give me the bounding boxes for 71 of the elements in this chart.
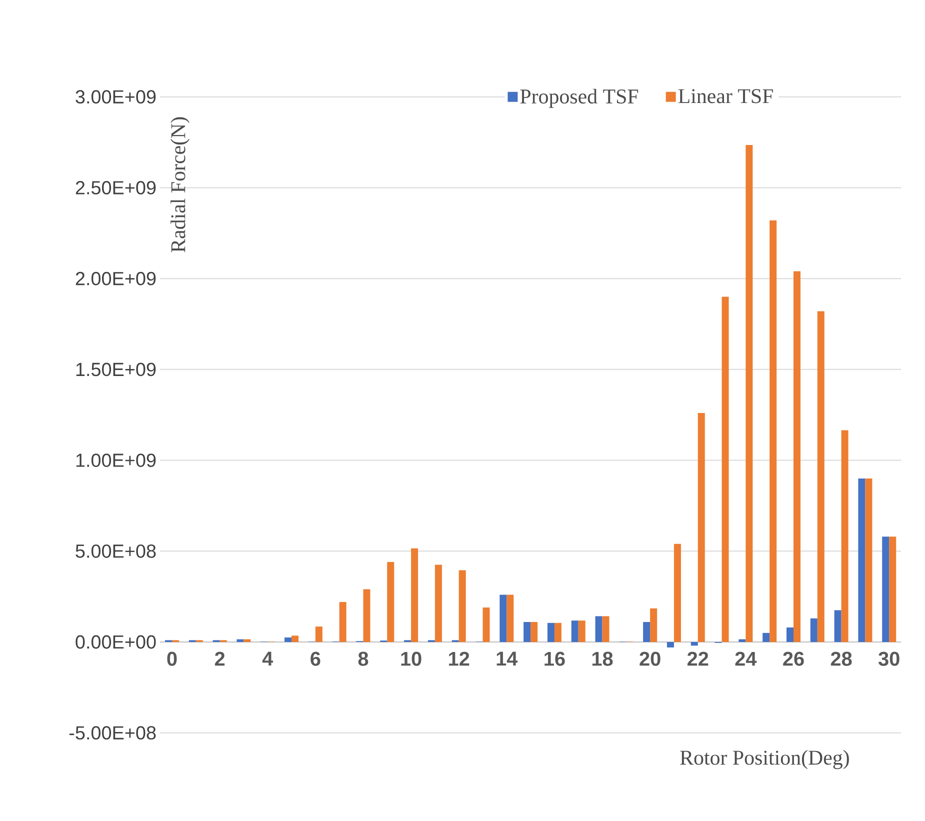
y-tick-label: 1.50E+09 (76, 362, 156, 376)
bar (578, 620, 586, 642)
bar (244, 639, 251, 642)
y-tick-label: 5.00E+08 (76, 544, 156, 558)
x-tick-label: 30 (878, 652, 900, 666)
y-tick-label: 0.00E+00 (76, 635, 156, 649)
bar (643, 622, 650, 642)
bar (292, 636, 299, 642)
x-tick-label: 2 (214, 652, 225, 666)
bar (770, 220, 777, 642)
bar (666, 642, 674, 648)
bar (339, 602, 346, 642)
bar (458, 570, 466, 642)
x-tick-label: 22 (687, 652, 708, 666)
bar (810, 618, 818, 642)
bar (595, 616, 602, 642)
bar (889, 536, 896, 642)
bar (746, 145, 753, 642)
bar (602, 616, 610, 642)
x-tick-label: 12 (449, 652, 470, 666)
bar (817, 311, 824, 642)
x-tick-label: 6 (310, 652, 320, 666)
x-tick-label: 26 (783, 652, 804, 666)
bar (698, 413, 705, 642)
y-tick-label: 1.00E+09 (76, 454, 156, 467)
bar (547, 622, 554, 642)
y-tick-label: 3.00E+09 (76, 90, 156, 104)
bar (793, 271, 800, 642)
x-tick-label: 4 (262, 652, 274, 666)
x-tick-label: 8 (358, 652, 368, 666)
y-tick-label: -5.00E+08 (69, 726, 156, 740)
bar (865, 478, 872, 642)
bar (315, 626, 322, 642)
bar (690, 642, 698, 646)
bar (363, 589, 370, 642)
x-tick-label: 28 (830, 652, 852, 666)
bar (650, 608, 658, 642)
legend-label: Linear TSF (678, 89, 773, 104)
bar (674, 544, 681, 642)
x-tick-label: 18 (592, 652, 613, 666)
bar (571, 620, 578, 642)
y-tick-label: 2.00E+09 (76, 272, 156, 286)
bar (786, 627, 794, 642)
bar (834, 610, 842, 642)
bar (387, 562, 394, 642)
bar (722, 296, 729, 642)
bar (858, 478, 866, 642)
y-axis-title: Radial Force(N) (170, 117, 190, 252)
bar (482, 607, 490, 642)
bar (524, 622, 531, 642)
bar (506, 594, 514, 642)
bar (500, 594, 507, 642)
x-tick-label: 16 (544, 652, 565, 666)
legend-label: Proposed TSF (520, 88, 638, 108)
bar (882, 536, 890, 642)
bar (738, 639, 746, 642)
x-axis-title: Rotor Position(Deg) (680, 750, 849, 770)
x-tick-label: 20 (640, 652, 660, 666)
bar (434, 564, 442, 642)
x-tick-label: 10 (401, 652, 422, 666)
x-tick-label: 0 (167, 652, 177, 666)
y-tick-label: 2.50E+09 (76, 181, 156, 194)
bar (554, 622, 562, 642)
bar (284, 637, 292, 642)
bar (236, 639, 244, 642)
x-tick-label: 24 (735, 652, 757, 666)
bar (411, 548, 418, 642)
bar (530, 622, 538, 642)
x-tick-label: 14 (496, 652, 518, 666)
bar (841, 430, 848, 642)
bar (762, 632, 770, 642)
